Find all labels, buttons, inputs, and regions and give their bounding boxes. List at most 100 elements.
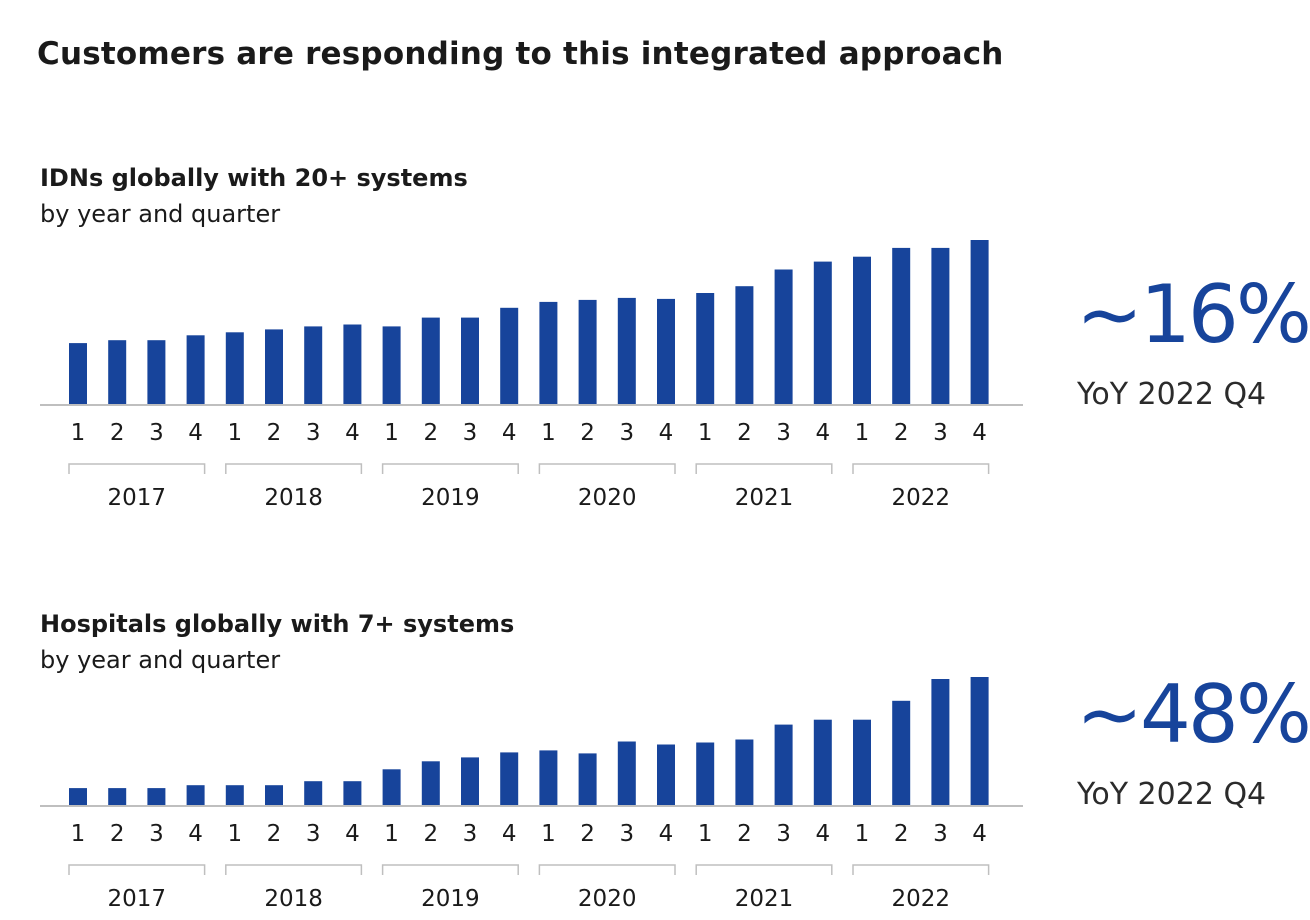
quarter-tick-label: 2 — [580, 821, 595, 847]
bar — [892, 247, 911, 405]
bar — [186, 785, 205, 806]
bar — [265, 785, 283, 806]
quarter-tick-label: 1 — [71, 420, 86, 446]
quarter-tick-label: 1 — [227, 420, 242, 446]
quarter-tick-label: 2 — [423, 420, 438, 446]
bar — [617, 741, 636, 806]
quarter-tick-label: 1 — [227, 821, 242, 847]
bar — [696, 293, 715, 405]
quarter-tick-label: 4 — [815, 821, 830, 847]
year-bracket — [68, 463, 206, 474]
bar — [735, 286, 754, 405]
quarter-tick-label: 4 — [188, 821, 203, 847]
kpi-label: YoY 2022 Q4 — [1077, 777, 1267, 812]
bar — [500, 307, 519, 405]
bar — [69, 343, 87, 405]
bar — [304, 781, 323, 806]
chart-idns: IDNs globally with 20+ systems by year a… — [40, 164, 1310, 511]
quarter-tick-label: 3 — [306, 420, 321, 446]
quarter-tick-label: 3 — [463, 821, 478, 847]
bar — [774, 269, 793, 405]
quarter-tick-label: 2 — [580, 420, 595, 446]
chart-subtitle: by year and quarter — [40, 200, 281, 228]
bar — [853, 719, 871, 806]
bar — [578, 299, 597, 405]
quarter-tick-label: 3 — [306, 821, 321, 847]
quarter-tick-label: 4 — [502, 821, 517, 847]
year-label: 2019 — [421, 485, 480, 511]
bar — [931, 247, 950, 405]
kpi-value: ~48% — [1076, 668, 1310, 761]
quarter-tick-label: 1 — [71, 821, 86, 847]
bar — [970, 240, 989, 405]
quarter-tick-label: 4 — [502, 420, 517, 446]
quarter-tick-label: 2 — [110, 420, 125, 446]
quarter-tick-label: 4 — [659, 420, 674, 446]
quarter-tick-label: 3 — [619, 420, 634, 446]
bar — [970, 677, 989, 806]
quarter-tick-label: 2 — [423, 821, 438, 847]
bar — [931, 679, 950, 806]
year-label: 2019 — [421, 886, 480, 912]
year-bracket — [695, 864, 833, 875]
quarter-tick-label: 2 — [737, 821, 752, 847]
page-title: Customers are responding to this integra… — [37, 36, 1004, 72]
bar — [265, 329, 283, 405]
year-label: 2018 — [264, 886, 323, 912]
year-bracket — [225, 463, 363, 474]
bar — [225, 332, 244, 405]
quarter-tick-label: 2 — [267, 821, 282, 847]
year-label: 2021 — [735, 886, 794, 912]
year-label: 2017 — [108, 886, 167, 912]
bar — [304, 326, 323, 405]
year-label: 2018 — [264, 485, 323, 511]
quarter-tick-label: 1 — [541, 821, 556, 847]
quarter-tick-label: 1 — [698, 420, 713, 446]
bar — [853, 256, 871, 405]
chart-title: Hospitals globally with 7+ systems — [40, 610, 515, 638]
year-bracket — [381, 463, 519, 474]
quarter-tick-label: 1 — [384, 821, 399, 847]
quarter-tick-label: 2 — [894, 821, 909, 847]
year-label: 2017 — [108, 485, 167, 511]
quarter-tick-label: 3 — [776, 821, 791, 847]
year-bracket — [695, 463, 833, 474]
bar — [696, 742, 715, 806]
quarter-tick-label: 2 — [267, 420, 282, 446]
bar — [382, 326, 401, 405]
bar — [69, 788, 87, 806]
quarter-tick-label: 3 — [619, 821, 634, 847]
bar — [147, 788, 166, 806]
bar — [421, 761, 440, 806]
bar — [500, 752, 519, 806]
quarter-tick-label: 1 — [384, 420, 399, 446]
kpi-value: ~16% — [1076, 268, 1310, 361]
quarter-tick-label: 3 — [776, 420, 791, 446]
year-bracket — [852, 463, 990, 474]
quarter-tick-label: 3 — [933, 420, 948, 446]
bar — [813, 261, 832, 405]
quarter-tick-label: 2 — [737, 420, 752, 446]
bar — [657, 298, 675, 405]
bar — [108, 340, 127, 405]
quarter-tick-label: 3 — [463, 420, 478, 446]
bar — [774, 724, 793, 806]
bar — [892, 700, 911, 806]
year-bracket — [538, 864, 676, 875]
quarter-tick-label: 4 — [345, 420, 360, 446]
year-label: 2020 — [578, 485, 637, 511]
quarter-tick-label: 4 — [972, 420, 987, 446]
quarter-tick-label: 3 — [933, 821, 948, 847]
year-bracket — [381, 864, 519, 875]
quarter-tick-label: 2 — [110, 821, 125, 847]
year-bracket — [538, 463, 676, 474]
bar — [225, 785, 244, 806]
year-label: 2021 — [735, 485, 794, 511]
quarter-tick-label: 3 — [149, 821, 164, 847]
quarter-tick-label: 3 — [149, 420, 164, 446]
bar — [735, 739, 754, 806]
bar — [343, 324, 362, 405]
